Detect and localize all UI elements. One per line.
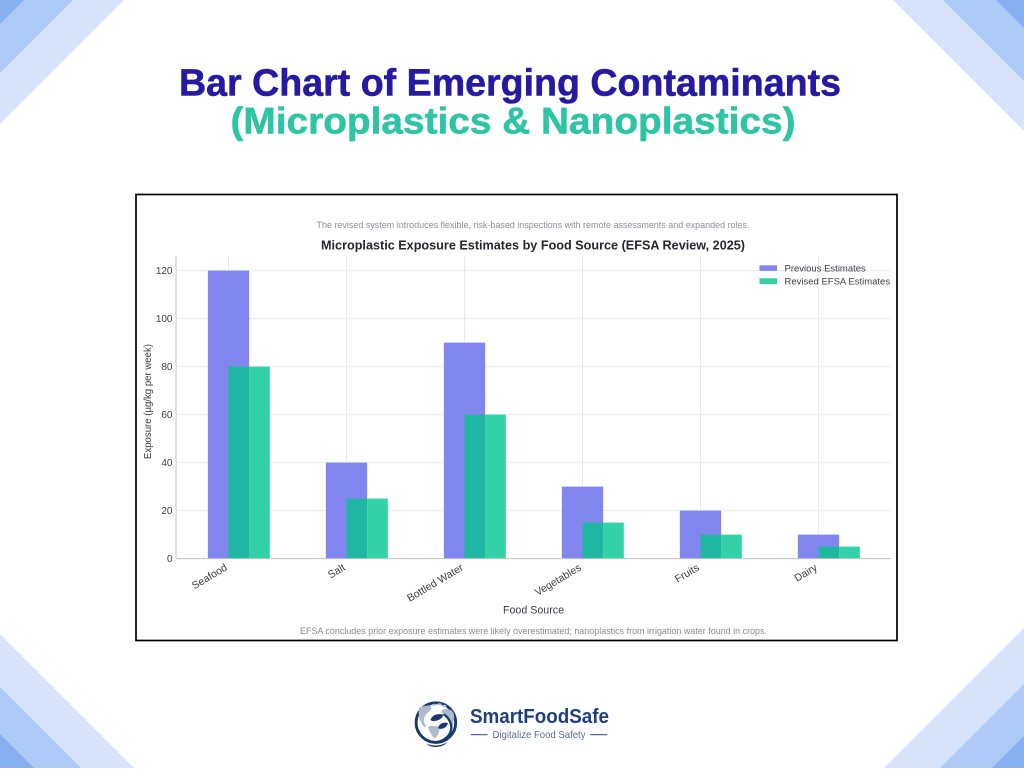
svg-text:120: 120 — [156, 266, 173, 277]
svg-text:Food Source: Food Source — [503, 605, 564, 617]
svg-text:Microplastic Exposure Estimate: Microplastic Exposure Estimates by Food … — [321, 237, 745, 252]
svg-text:(Microplastics & Nanoplastics): (Microplastics & Nanoplastics) — [231, 101, 796, 142]
svg-text:40: 40 — [161, 458, 173, 469]
svg-text:Digitalize Food Safety: Digitalize Food Safety — [493, 729, 587, 741]
svg-text:Previous Estimates: Previous Estimates — [785, 264, 867, 275]
svg-text:Bar Chart of Emerging Contamin: Bar Chart of Emerging Contaminants — [179, 62, 841, 104]
svg-text:Revised EFSA Estimates: Revised EFSA Estimates — [785, 277, 891, 288]
svg-text:SmartFoodSafe: SmartFoodSafe — [470, 706, 609, 728]
svg-text:60: 60 — [161, 410, 173, 421]
svg-text:0: 0 — [167, 554, 173, 565]
svg-text:Exposure (µg/kg per week): Exposure (µg/kg per week) — [143, 344, 154, 459]
svg-text:20: 20 — [161, 506, 173, 517]
svg-text:80: 80 — [161, 362, 173, 373]
svg-text:EFSA concludes prior exposure: EFSA concludes prior exposure estimates … — [300, 626, 767, 637]
svg-text:The revised system introduces: The revised system introduces flexible, … — [317, 220, 750, 231]
svg-text:100: 100 — [156, 314, 173, 325]
